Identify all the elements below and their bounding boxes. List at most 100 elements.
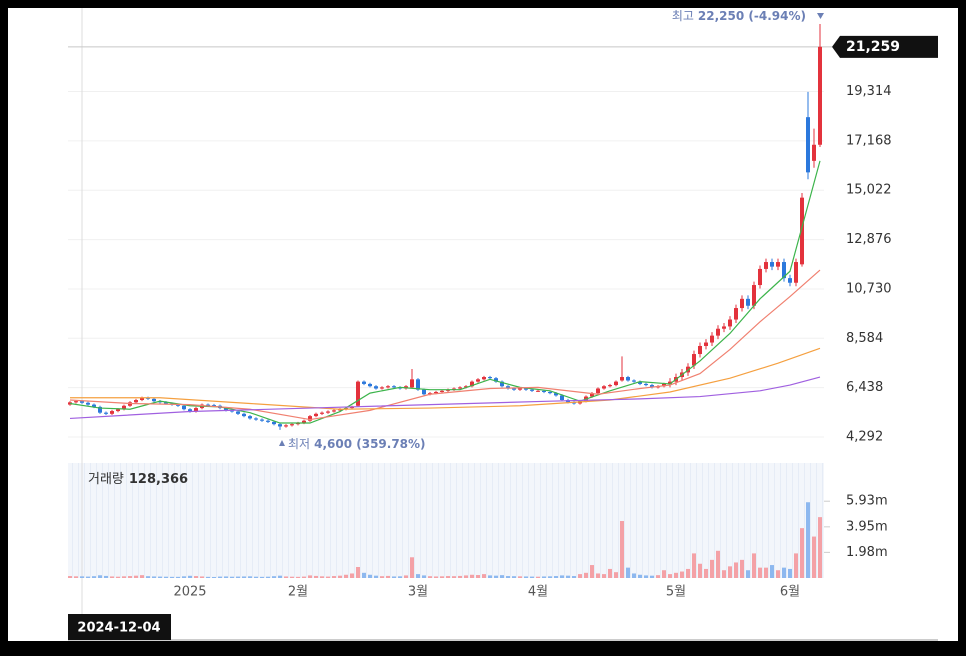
candle-body bbox=[716, 328, 720, 336]
volume-bar bbox=[662, 570, 666, 578]
volume-panel bbox=[68, 463, 824, 578]
volume-bar bbox=[284, 576, 288, 578]
volume-bar bbox=[314, 575, 318, 578]
candle-body bbox=[710, 335, 714, 343]
candle-body bbox=[284, 425, 288, 427]
candle-body bbox=[794, 262, 798, 283]
volume-bar bbox=[224, 576, 228, 578]
volume-bar bbox=[596, 573, 600, 578]
candle-body bbox=[494, 378, 498, 382]
volume-bar bbox=[308, 575, 312, 578]
candle-body bbox=[206, 404, 210, 406]
volume-bar bbox=[332, 576, 336, 578]
volume-bar bbox=[278, 575, 282, 578]
candle-body bbox=[812, 144, 816, 161]
candle-body bbox=[482, 377, 486, 380]
volume-bar bbox=[644, 575, 648, 578]
candle-body bbox=[434, 391, 438, 394]
candle-body bbox=[596, 388, 600, 394]
candle-body bbox=[614, 381, 618, 386]
candle-body bbox=[818, 46, 822, 145]
candle-body bbox=[476, 379, 480, 382]
volume-bar bbox=[464, 575, 468, 578]
volume-bar bbox=[578, 574, 582, 578]
volume-bar bbox=[74, 576, 78, 578]
candle-body bbox=[278, 424, 282, 427]
volume-bar bbox=[632, 573, 636, 578]
volume-bar bbox=[758, 567, 762, 578]
volume-bar bbox=[542, 576, 546, 578]
candle-body bbox=[356, 381, 360, 406]
volume-bar bbox=[362, 572, 366, 578]
volume-bar bbox=[440, 576, 444, 578]
volume-bar bbox=[344, 574, 348, 578]
volume-bar bbox=[740, 559, 744, 578]
x-tick-label: 4월 bbox=[528, 585, 548, 600]
candle-body bbox=[488, 377, 492, 379]
grid bbox=[68, 8, 832, 640]
volume-bar bbox=[434, 576, 438, 578]
candle-body bbox=[458, 387, 462, 389]
candle-body bbox=[302, 420, 306, 424]
moving-average bbox=[69, 269, 821, 421]
candle-body bbox=[308, 416, 312, 421]
volume-bar bbox=[686, 568, 690, 578]
volume-bar bbox=[230, 576, 234, 578]
volume-bar bbox=[416, 574, 420, 578]
candle-body bbox=[638, 381, 642, 384]
candle-body bbox=[740, 298, 744, 309]
volume-bar bbox=[410, 557, 414, 578]
volume-bar bbox=[140, 575, 144, 578]
volume-bar bbox=[242, 576, 246, 578]
volume-bar bbox=[218, 576, 222, 578]
volume-bar bbox=[236, 576, 240, 578]
volume-bar bbox=[320, 576, 324, 578]
candle-body bbox=[80, 401, 84, 403]
candle-body bbox=[728, 319, 732, 327]
high-arrow bbox=[817, 13, 824, 19]
candle-body bbox=[254, 418, 258, 420]
volume-bar bbox=[788, 568, 792, 578]
candle-body bbox=[290, 424, 294, 426]
candle-body bbox=[236, 411, 240, 414]
candle-body bbox=[470, 381, 474, 387]
volume-bar bbox=[770, 565, 774, 578]
volume-bar bbox=[422, 575, 426, 578]
volume-bar bbox=[704, 568, 708, 578]
volume-bar bbox=[692, 553, 696, 578]
volume-bar bbox=[650, 575, 654, 578]
volume-bar bbox=[518, 576, 522, 578]
volume-bar bbox=[494, 575, 498, 578]
candle-body bbox=[410, 379, 414, 388]
volume-bar bbox=[446, 576, 450, 578]
candle-body bbox=[392, 386, 396, 388]
volume-bar bbox=[272, 576, 276, 578]
volume-bar bbox=[476, 575, 480, 578]
volume-bar bbox=[392, 576, 396, 578]
candle-body bbox=[194, 408, 198, 412]
candle-body bbox=[758, 268, 762, 286]
x-tick-label: 2월 bbox=[288, 585, 308, 600]
plot bbox=[68, 24, 822, 578]
candle-body bbox=[332, 410, 336, 412]
volume-bar bbox=[470, 574, 474, 578]
low-prefix: 최저 bbox=[288, 436, 310, 450]
volume-bar bbox=[524, 576, 528, 578]
candle-body bbox=[416, 379, 420, 390]
candle-body bbox=[140, 397, 144, 401]
candle-body bbox=[242, 413, 246, 417]
volume-bar bbox=[506, 576, 510, 578]
candle-body bbox=[704, 342, 708, 346]
volume-bar bbox=[560, 575, 564, 578]
candle-body bbox=[800, 197, 804, 265]
volume-tick-label: 1.98m bbox=[846, 545, 888, 560]
candle-body bbox=[110, 411, 114, 414]
candle-body bbox=[500, 381, 504, 387]
volume-bar bbox=[716, 550, 720, 578]
moving-average bbox=[69, 376, 821, 420]
candle-body bbox=[386, 386, 390, 388]
candle-body bbox=[626, 377, 630, 381]
candle-body bbox=[506, 386, 510, 389]
candle-body bbox=[650, 385, 654, 388]
